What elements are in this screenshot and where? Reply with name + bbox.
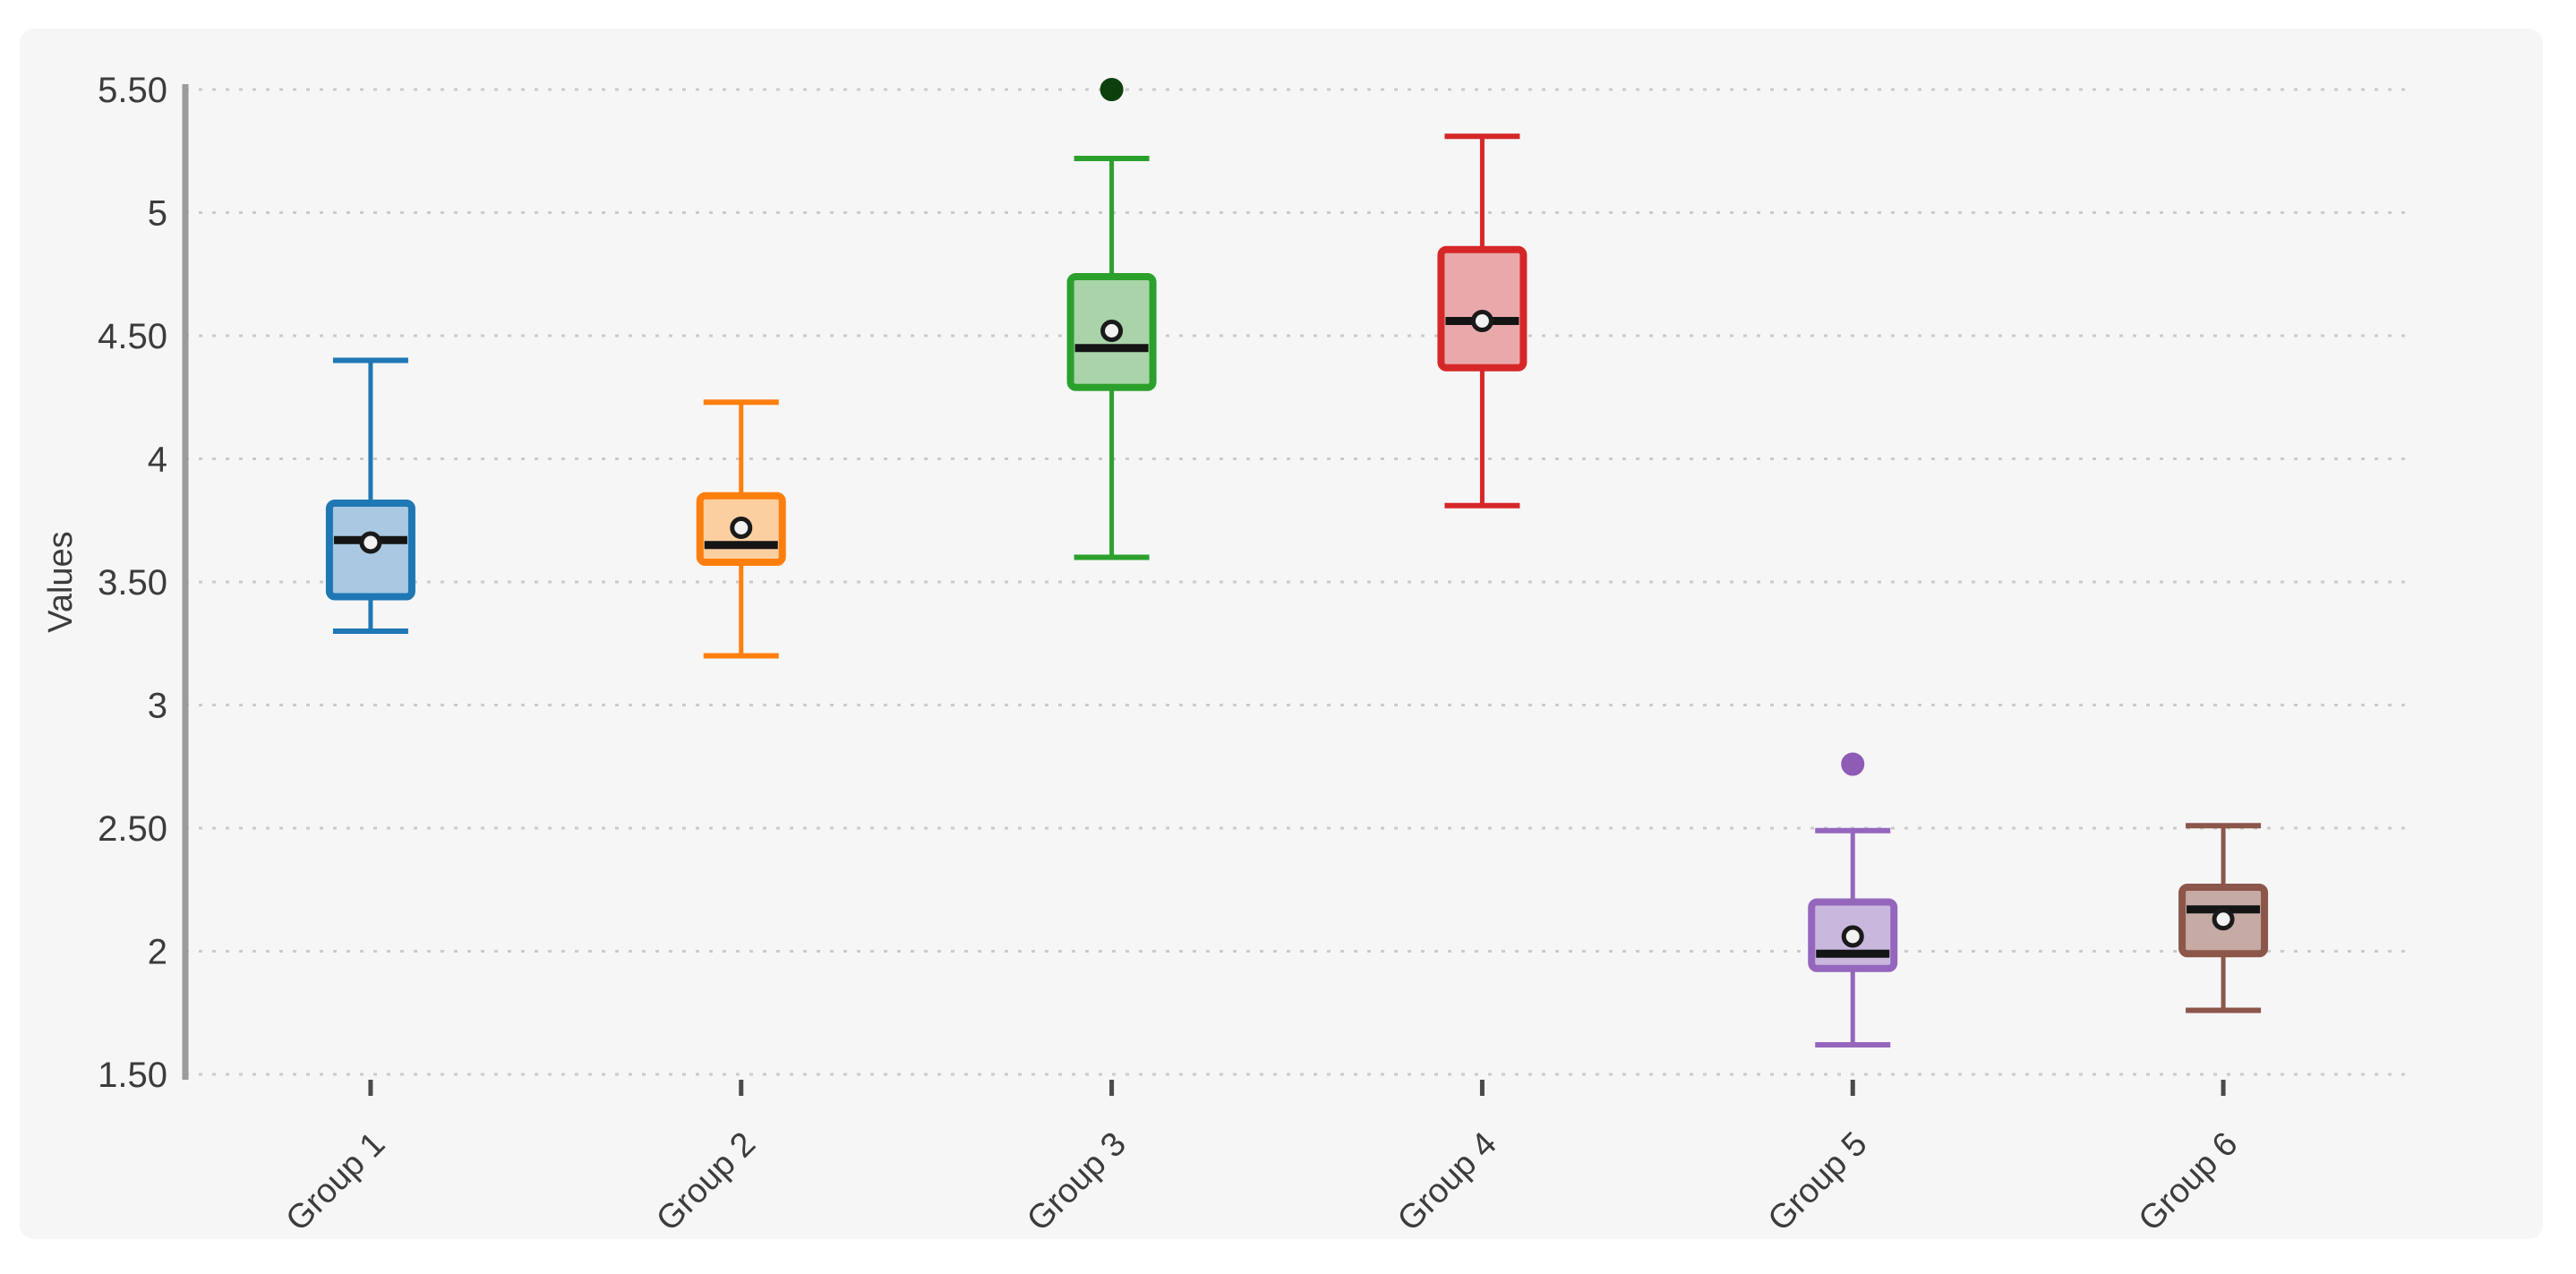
boxplot-group-2[interactable] (696, 399, 786, 659)
y-tick-label: 4.50 (98, 317, 167, 356)
y-tick-label: 5.50 (98, 71, 167, 110)
figure-card: 5.50 5 4.50 4 3.50 3 2.50 2 1.50 Values Group 1 Gro… (20, 29, 2543, 1239)
x-axis-label-group-4: Group 4 (1391, 1125, 1504, 1239)
y-tick-label: 5 (148, 194, 167, 234)
x-axis-label-group-2: Group 2 (649, 1125, 763, 1239)
mean-marker (1841, 925, 1864, 948)
iqr-box (1437, 245, 1528, 372)
boxplot-group-3[interactable] (1066, 78, 1157, 560)
mean-marker (730, 517, 753, 539)
y-tick-label: 3 (148, 687, 167, 726)
boxplot-group-1[interactable] (325, 357, 415, 634)
outlier-point (1100, 78, 1124, 101)
x-axis-label-group-5: Group 5 (1761, 1125, 1875, 1239)
boxplot-group-4[interactable] (1437, 133, 1528, 509)
mean-marker (359, 531, 382, 554)
x-axis-label-group-3: Group 3 (1020, 1125, 1134, 1239)
mean-marker (1470, 310, 1493, 332)
y-tick-label: 2 (148, 933, 167, 972)
mean-marker (1100, 320, 1124, 342)
y-tick-label: 2.50 (98, 809, 167, 849)
boxplot-group-5[interactable] (1808, 752, 1898, 1047)
mean-marker (2212, 908, 2235, 931)
y-tick-label: 4 (148, 440, 167, 480)
y-tick-label: 1.50 (98, 1056, 167, 1095)
outlier-point (1841, 752, 1865, 776)
boxplot-group-6[interactable] (2178, 823, 2269, 1013)
x-axis-label-group-6: Group 6 (2132, 1125, 2246, 1239)
y-tick-label: 3.50 (98, 563, 167, 603)
x-axis-label-group-1: Group 1 (278, 1125, 392, 1239)
boxplot-svg: 5.50 5 4.50 4 3.50 3 2.50 2 1.50 Values Group 1 Gro… (42, 71, 2409, 1239)
y-axis-title: Values (42, 531, 80, 632)
